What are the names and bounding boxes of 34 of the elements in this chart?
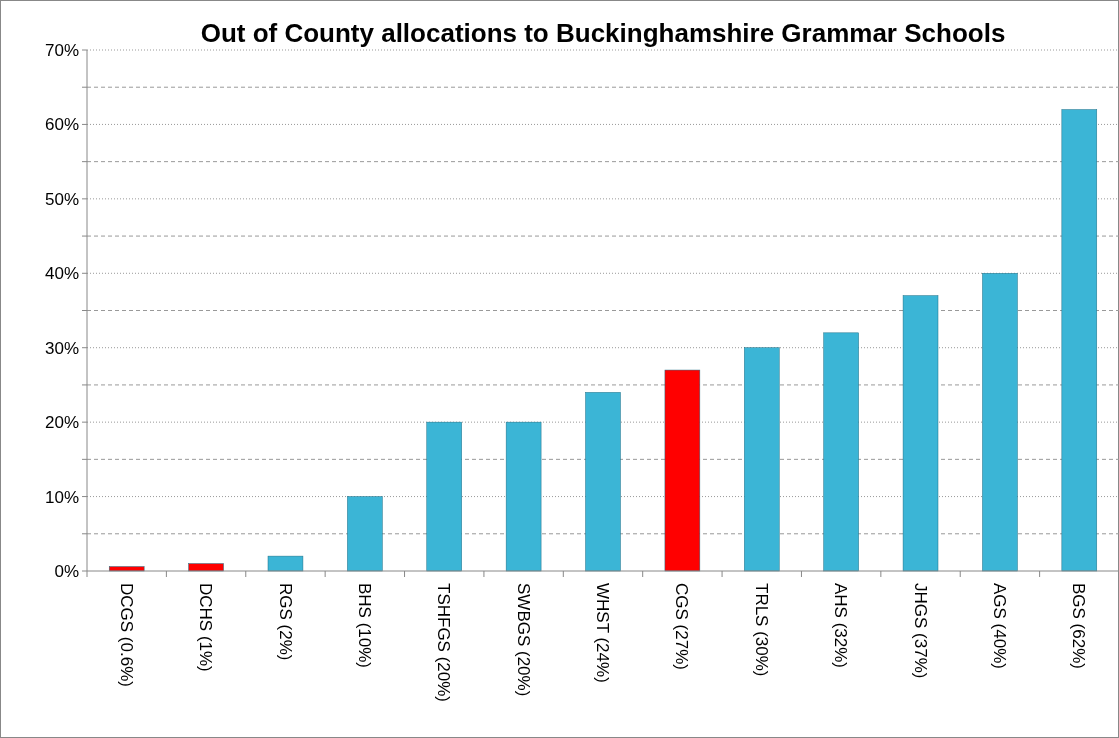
x-tick-label: WHST (24%)	[593, 583, 613, 683]
y-tick-label: 60%	[44, 115, 79, 135]
x-tick-label: BHS (10%)	[354, 583, 374, 669]
y-tick-label: 30%	[44, 338, 79, 358]
bar	[347, 496, 383, 572]
bar	[744, 347, 780, 572]
x-tick-label: JHGS (37%)	[910, 583, 930, 679]
x-tick-label: RGS (2%)	[275, 583, 295, 661]
x-tick-label: TRLS (30%)	[751, 583, 771, 677]
chart-title: Out of County allocations to Buckinghamshire Grammar Schools	[200, 18, 1006, 48]
x-tick-label: BGS (62%)	[1069, 583, 1089, 669]
x-tick-label: AHS (32%)	[831, 583, 851, 669]
x-tick-label: DCGS (0.6%)	[116, 583, 136, 687]
y-tick-label: 40%	[44, 264, 79, 284]
y-tick-label: 10%	[44, 487, 79, 507]
bar	[585, 392, 621, 572]
bar	[1061, 109, 1098, 572]
x-tick-label: CGS (27%)	[672, 583, 692, 670]
y-tick-label: 50%	[44, 189, 79, 209]
bar	[267, 555, 304, 572]
x-tick-label: DCHS (1%)	[196, 583, 216, 672]
bar	[426, 421, 462, 572]
bar	[664, 369, 701, 572]
y-tick-label: 70%	[44, 40, 79, 60]
y-tick-label: 20%	[44, 413, 79, 433]
y-tick-label: 0%	[54, 561, 79, 581]
bar	[188, 563, 224, 572]
bar	[505, 421, 542, 572]
bar	[823, 332, 859, 572]
x-tick-label: TSHFGS (20%)	[434, 583, 454, 703]
x-tick-label: SWBGS (20%)	[513, 583, 533, 697]
bar	[982, 273, 1018, 572]
bar	[902, 295, 939, 572]
x-tick-label: AGS (40%)	[989, 583, 1009, 669]
